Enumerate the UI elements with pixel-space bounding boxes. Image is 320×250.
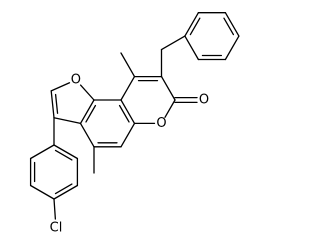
- bond: [29, 144, 55, 160]
- bond: [53, 198, 57, 220]
- chlorine-label: Cl: [50, 221, 63, 236]
- ring-oxygen-label: O: [156, 116, 166, 131]
- bond: [120, 75, 136, 101]
- bond: [184, 35, 200, 61]
- bond: [79, 84, 95, 101]
- bond: [224, 12, 240, 37]
- bond: [50, 90, 55, 119]
- bond: [184, 12, 200, 37]
- furan-oxygen-label: O: [71, 72, 81, 87]
- bond: [54, 93, 59, 114]
- bond: [224, 35, 240, 61]
- carbonyl-oxygen-label: O: [199, 93, 209, 108]
- bond: [29, 184, 55, 200]
- bond: [189, 17, 201, 36]
- bond: [118, 104, 130, 123]
- bond: [53, 184, 79, 200]
- bond: [53, 144, 79, 160]
- bond: [50, 82, 71, 92]
- bond: [54, 183, 73, 195]
- bond: [85, 104, 97, 123]
- bond: [53, 117, 82, 125]
- bond: [160, 75, 176, 101]
- bond: [54, 149, 73, 161]
- molecule-diagram: O O O Cl: [29, 12, 240, 236]
- bond: [120, 122, 136, 148]
- bond: [79, 99, 95, 125]
- bond: [164, 99, 176, 118]
- bond: [120, 99, 136, 125]
- bond: [79, 122, 95, 148]
- bond: [223, 17, 235, 36]
- bond: [120, 52, 136, 78]
- bond: [160, 35, 186, 51]
